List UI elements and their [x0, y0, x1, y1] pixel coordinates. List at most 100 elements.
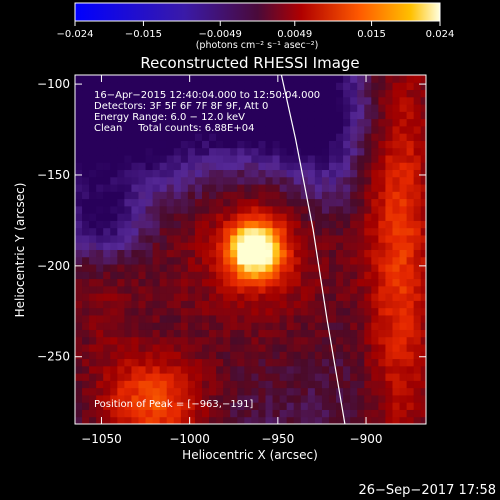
heatmap-cell	[194, 278, 203, 287]
heatmap-cell	[328, 271, 337, 280]
heatmap-cell	[286, 373, 295, 381]
heatmap-cell	[258, 140, 266, 149]
heatmap-cell	[279, 213, 288, 221]
heatmap-cell	[131, 154, 139, 163]
heatmap-cell	[336, 191, 344, 200]
heatmap-cell	[75, 184, 83, 192]
heatmap-cell	[159, 351, 168, 360]
heatmap-cell	[209, 118, 217, 127]
heatmap-cell	[314, 220, 323, 229]
heatmap-cell	[251, 213, 259, 221]
colorbar-unit-label: (photons cm⁻² s⁻¹ asec⁻²)	[196, 40, 319, 51]
heatmap-cell	[159, 249, 168, 258]
heatmap-cell	[336, 104, 344, 112]
heatmap-cell	[420, 285, 426, 294]
heatmap-cell	[187, 162, 196, 171]
heatmap-cell	[265, 344, 274, 352]
heatmap-cell	[96, 96, 104, 105]
heatmap-cell	[293, 264, 302, 272]
heatmap-cell	[420, 96, 426, 105]
heatmap-cell	[251, 314, 259, 323]
heatmap-cell	[321, 249, 330, 258]
heatmap-cell	[216, 249, 224, 258]
heatmap-cell	[138, 416, 147, 424]
heatmap-cell	[321, 162, 330, 171]
heatmap-cell	[173, 96, 182, 105]
heatmap-cell	[230, 234, 238, 243]
heatmap-cell	[117, 285, 125, 294]
heatmap-cell	[96, 300, 104, 309]
heatmap-cell	[131, 249, 139, 258]
heatmap-cell	[286, 162, 295, 171]
heatmap-cell	[173, 285, 182, 294]
heatmap-cell	[166, 162, 175, 171]
heatmap-cell	[279, 344, 288, 352]
heatmap-cell	[413, 264, 422, 272]
heatmap-cell	[201, 322, 210, 330]
heatmap-cell	[258, 336, 266, 345]
heatmap-cell	[258, 344, 266, 352]
heatmap-cell	[251, 75, 259, 83]
heatmap-cell	[350, 242, 358, 250]
heatmap-cell	[96, 256, 104, 265]
heatmap-cell	[96, 82, 104, 91]
heatmap-cell	[230, 140, 238, 149]
heatmap-cell	[110, 220, 118, 229]
heatmap-cell	[392, 89, 401, 98]
heatmap-cell	[343, 96, 351, 105]
heatmap-cell	[300, 125, 309, 134]
heatmap-cell	[371, 344, 379, 352]
heatmap-cell	[378, 82, 386, 91]
heatmap-cell	[152, 162, 161, 171]
heatmap-cell	[117, 162, 125, 171]
heatmap-cell	[392, 293, 401, 301]
heatmap-cell	[131, 176, 139, 185]
heatmap-cell	[244, 213, 252, 221]
heatmap-cell	[209, 154, 217, 163]
heatmap-cell	[413, 140, 422, 149]
heatmap-cell	[378, 154, 386, 163]
heatmap-cell	[237, 351, 245, 360]
heatmap-cell	[230, 169, 238, 178]
heatmap-cell	[350, 358, 358, 367]
y-tick-label: −250	[37, 350, 70, 364]
heatmap-cell	[399, 380, 408, 389]
heatmap-cell	[244, 140, 252, 149]
heatmap-cell	[237, 264, 245, 272]
heatmap-cell	[180, 285, 189, 294]
heatmap-cell	[89, 162, 97, 171]
heatmap-cell	[251, 322, 259, 330]
heatmap-cell	[103, 147, 111, 156]
heatmap-cell	[413, 307, 422, 316]
heatmap-cell	[173, 125, 182, 134]
heatmap-cell	[103, 278, 111, 287]
heatmap-cell	[279, 198, 288, 207]
heatmap-cell	[300, 191, 309, 200]
heatmap-cell	[216, 293, 224, 301]
heatmap-cell	[138, 358, 147, 367]
heatmap-cell	[180, 220, 189, 229]
heatmap-cell	[314, 416, 323, 424]
heatmap-cell	[145, 242, 154, 250]
heatmap-cell	[166, 278, 175, 287]
heatmap-cell	[89, 125, 97, 134]
heatmap-cell	[321, 409, 330, 418]
heatmap-cell	[321, 416, 330, 424]
heatmap-cell	[251, 351, 259, 360]
heatmap-cell	[399, 154, 408, 163]
heatmap-cell	[159, 82, 168, 91]
heatmap-cell	[117, 227, 125, 236]
heatmap-cell	[265, 147, 274, 156]
heatmap-cell	[314, 89, 323, 98]
heatmap-cell	[258, 213, 266, 221]
heatmap-cell	[286, 227, 295, 236]
heatmap-cell	[96, 373, 104, 381]
heatmap-cell	[194, 249, 203, 258]
heatmap-cell	[378, 104, 386, 112]
heatmap-cell	[110, 111, 118, 120]
heatmap-cell	[75, 176, 83, 185]
heatmap-cell	[230, 285, 238, 294]
heatmap-cell	[385, 358, 393, 367]
heatmap-cell	[343, 314, 351, 323]
heatmap-cell	[279, 184, 288, 192]
